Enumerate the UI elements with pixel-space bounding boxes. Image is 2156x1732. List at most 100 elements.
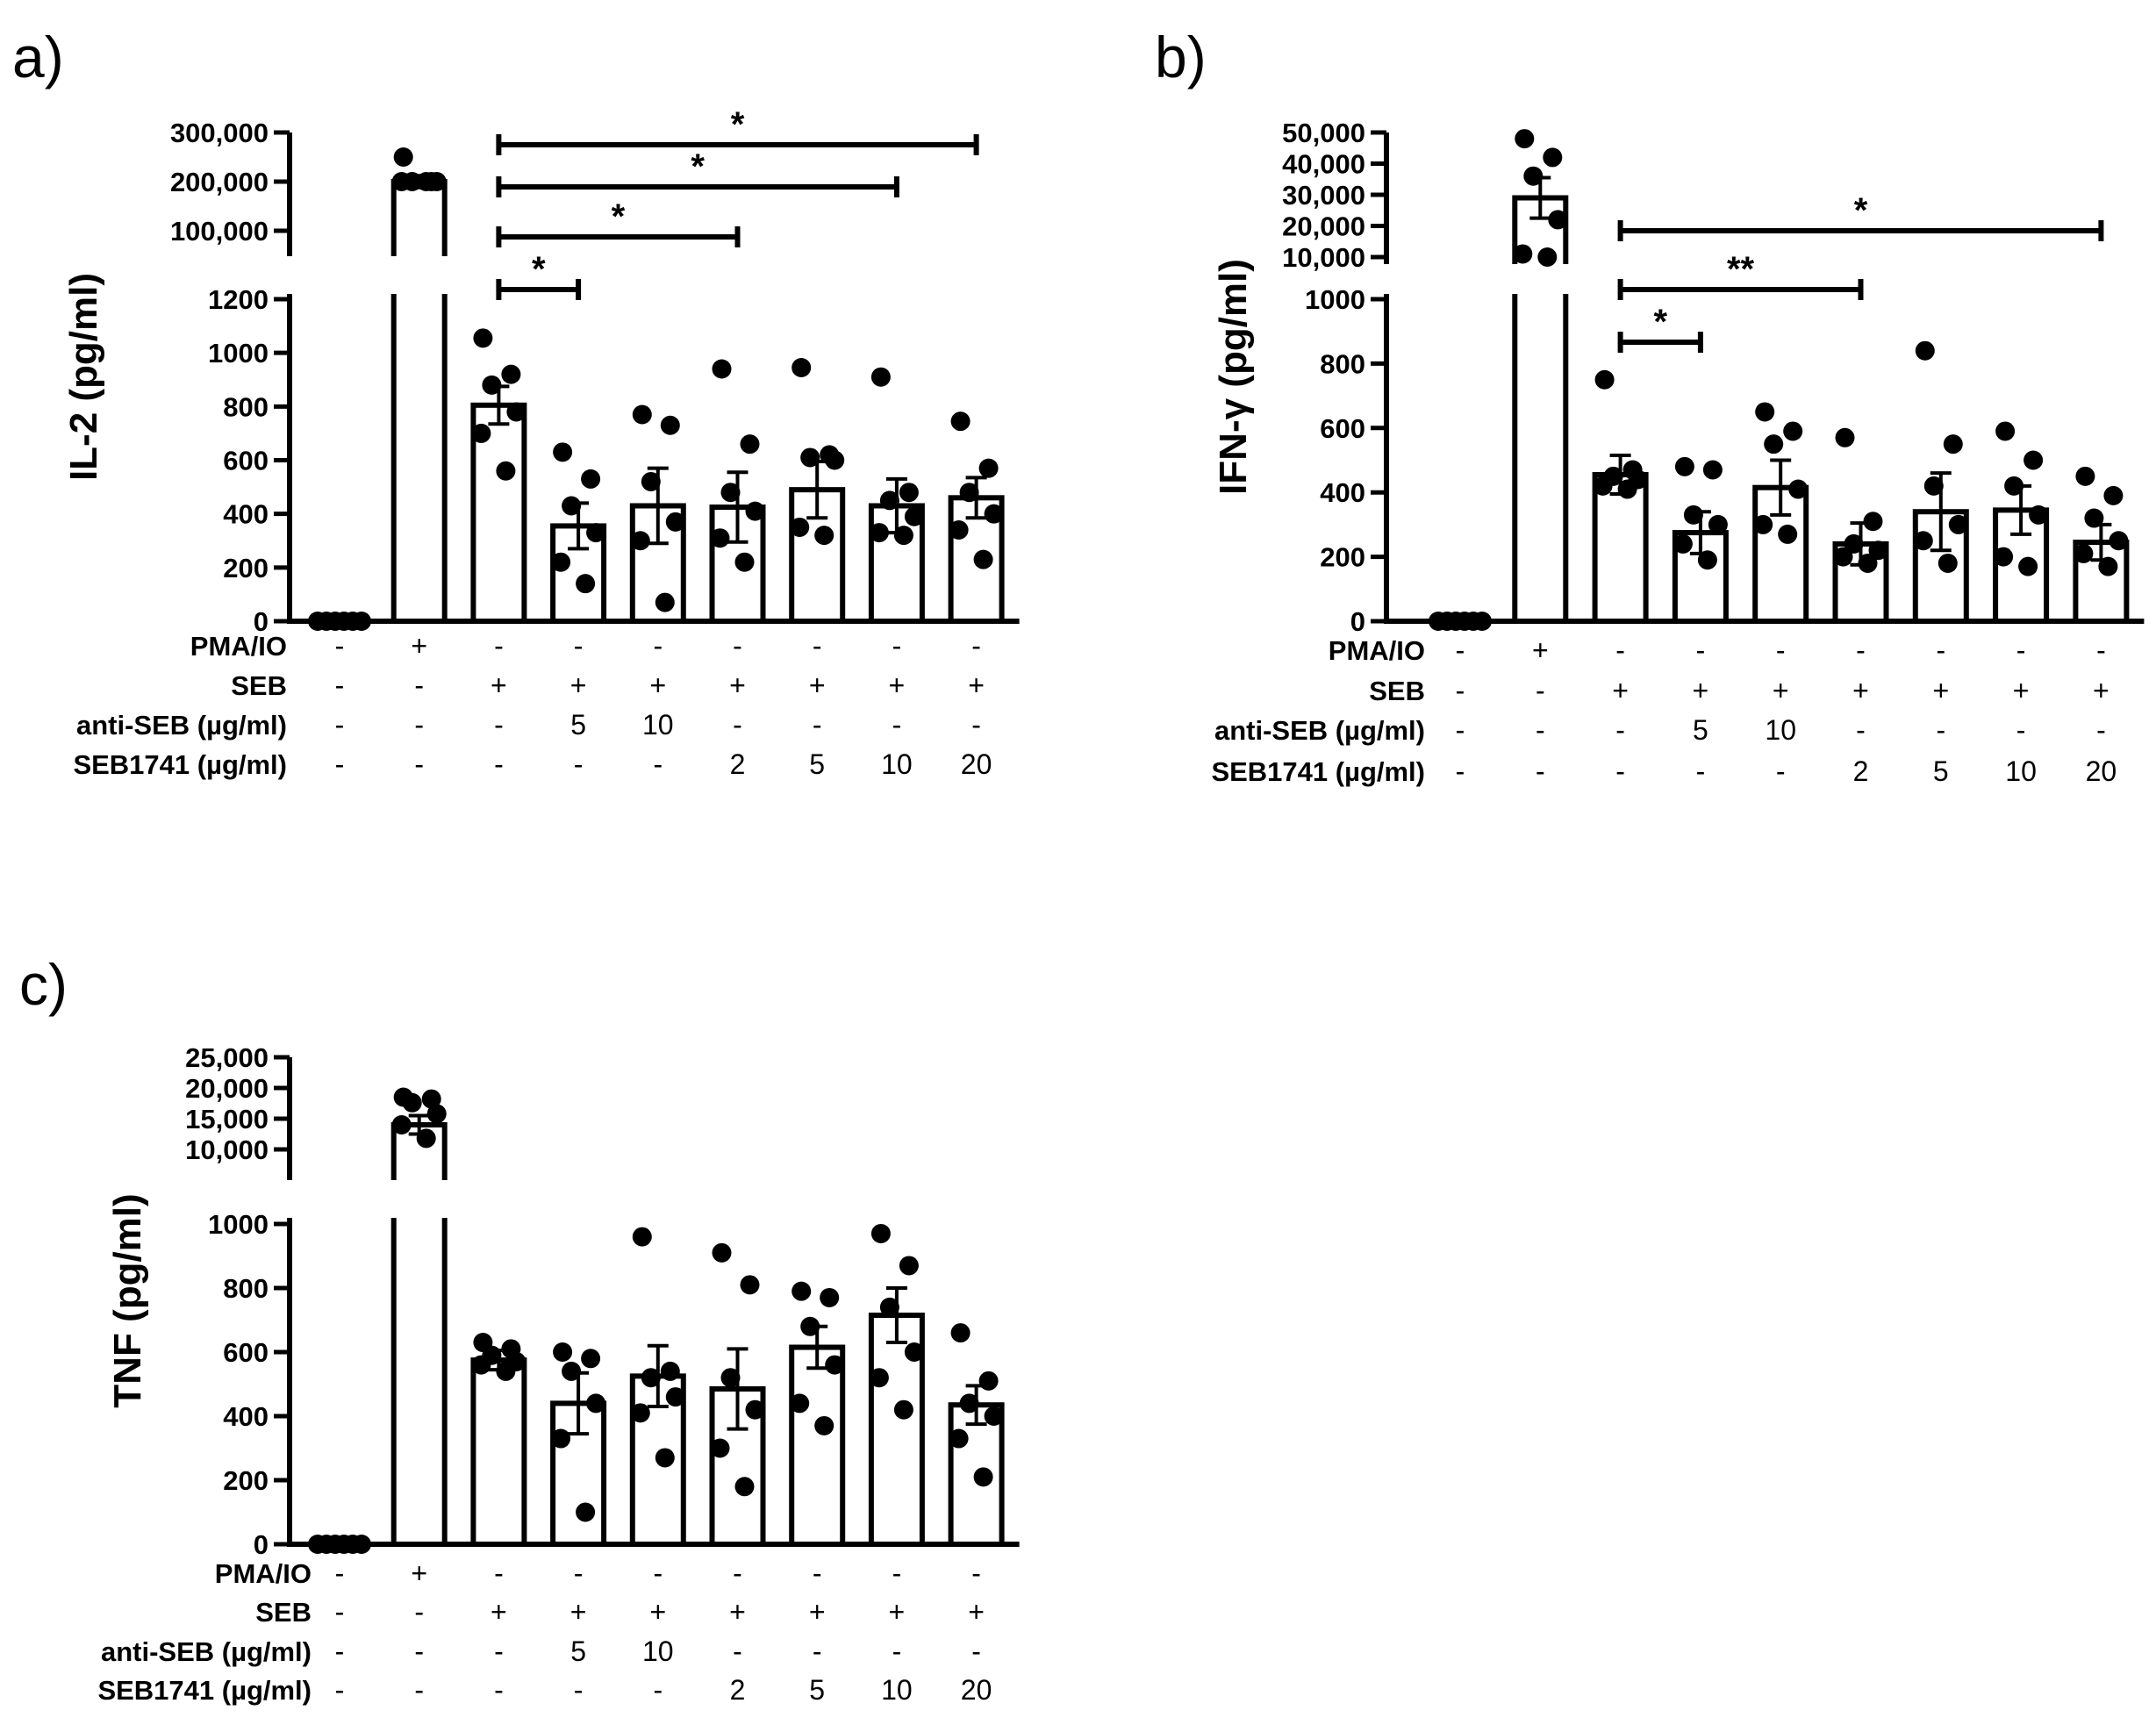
y-tick-label-lower: 600 xyxy=(1320,413,1365,444)
y-tick-label-upper: 25,000 xyxy=(185,1042,269,1073)
condition-value: - xyxy=(414,1674,424,1706)
condition-value: 10 xyxy=(881,748,913,780)
data-point xyxy=(553,442,573,462)
data-point xyxy=(1835,427,1855,447)
data-point xyxy=(720,1368,741,1388)
condition-value: - xyxy=(733,1557,742,1589)
y-tick-label-lower: 600 xyxy=(223,1337,269,1368)
condition-value: 2 xyxy=(1853,755,1869,787)
condition-label: anti-SEB (µg/ml) xyxy=(1214,715,1425,746)
data-point xyxy=(904,506,924,526)
data-point xyxy=(1548,210,1568,230)
panel-label-c: c) xyxy=(19,952,68,1017)
data-point xyxy=(814,1415,834,1435)
data-point xyxy=(1863,512,1883,532)
condition-value: - xyxy=(335,748,345,780)
condition-value: - xyxy=(335,1557,345,1589)
data-point xyxy=(869,1368,889,1388)
condition-value: + xyxy=(889,1596,906,1628)
data-point xyxy=(416,172,436,191)
y-tick-label-lower: 800 xyxy=(223,1273,269,1304)
condition-value: - xyxy=(1456,755,1465,787)
condition-value: - xyxy=(1696,634,1706,666)
condition-value: - xyxy=(1936,634,1945,666)
data-point xyxy=(1673,533,1693,554)
condition-value: - xyxy=(414,1635,424,1667)
condition-value: - xyxy=(813,630,822,662)
data-point xyxy=(482,375,502,395)
condition-value: + xyxy=(889,669,906,701)
condition-value: - xyxy=(1536,755,1545,787)
condition-value: 20 xyxy=(2086,755,2117,787)
condition-value: - xyxy=(813,1635,822,1667)
data-point xyxy=(641,471,661,491)
y-tick-label-lower: 800 xyxy=(1320,348,1365,379)
data-point xyxy=(949,520,969,540)
data-point xyxy=(720,483,741,503)
data-point xyxy=(899,483,919,503)
data-point xyxy=(1702,460,1723,480)
condition-value: - xyxy=(414,1596,424,1628)
y-tick-label-upper: 300,000 xyxy=(170,118,269,148)
data-point xyxy=(1697,550,1717,570)
condition-value: - xyxy=(494,748,504,780)
data-point xyxy=(1472,612,1492,631)
panel-label-a: a) xyxy=(12,25,64,89)
condition-value: + xyxy=(809,669,826,701)
data-point xyxy=(630,531,650,551)
condition-value: - xyxy=(813,709,822,741)
data-point xyxy=(562,496,582,516)
y-tick-label-lower: 400 xyxy=(223,1401,269,1432)
data-point xyxy=(1674,456,1694,476)
condition-value: 5 xyxy=(809,748,825,780)
condition-value: + xyxy=(1852,675,1869,706)
condition-value: - xyxy=(335,1635,345,1667)
condition-label: SEB xyxy=(1369,676,1425,706)
data-point xyxy=(551,552,571,572)
data-point xyxy=(2075,466,2095,486)
data-point xyxy=(665,1387,685,1407)
data-point xyxy=(959,1393,979,1414)
condition-value: - xyxy=(335,630,345,662)
data-point xyxy=(734,1477,755,1497)
y-tick-label-lower: 800 xyxy=(223,391,269,422)
panel-c: 0 200 400 600 800 1000 10,00015,00020,00025,00… xyxy=(97,1042,1020,1706)
sig-label: * xyxy=(731,105,745,144)
data-point xyxy=(904,1342,924,1362)
condition-value: + xyxy=(1693,675,1709,706)
data-point xyxy=(352,1535,371,1554)
condition-value: - xyxy=(574,630,584,662)
y-axis-label: IL-2 (pg/ml) xyxy=(62,273,105,481)
condition-value: - xyxy=(971,709,981,741)
data-point xyxy=(2029,505,2049,525)
data-point xyxy=(1523,166,1544,186)
data-point xyxy=(790,517,810,537)
data-point xyxy=(879,1297,899,1317)
data-point xyxy=(1537,247,1558,267)
data-point xyxy=(791,1281,812,1301)
condition-value: + xyxy=(1773,675,1789,706)
condition-value: - xyxy=(574,1674,584,1706)
condition-value: + xyxy=(1932,675,1949,706)
condition-value: - xyxy=(1536,714,1545,746)
condition-value: + xyxy=(968,669,985,701)
data-point xyxy=(978,458,999,478)
data-point xyxy=(586,523,606,543)
condition-value: - xyxy=(733,1635,742,1667)
condition-value: - xyxy=(1696,755,1706,787)
condition-value: + xyxy=(411,1557,427,1589)
condition-value: 5 xyxy=(1693,714,1708,746)
data-point xyxy=(978,1371,999,1391)
condition-value: + xyxy=(1532,634,1549,666)
data-point xyxy=(1994,547,2014,567)
condition-value: - xyxy=(653,1674,663,1706)
y-tick-label-lower: 200 xyxy=(223,553,269,583)
data-point xyxy=(740,434,760,454)
condition-value: 10 xyxy=(2005,755,2037,787)
data-point xyxy=(471,423,491,443)
condition-value: 10 xyxy=(642,1635,674,1667)
y-tick-label-lower: 1200 xyxy=(208,284,269,315)
data-point xyxy=(506,402,526,422)
condition-label: PMA/IO xyxy=(190,631,287,662)
condition-value: + xyxy=(649,669,666,701)
